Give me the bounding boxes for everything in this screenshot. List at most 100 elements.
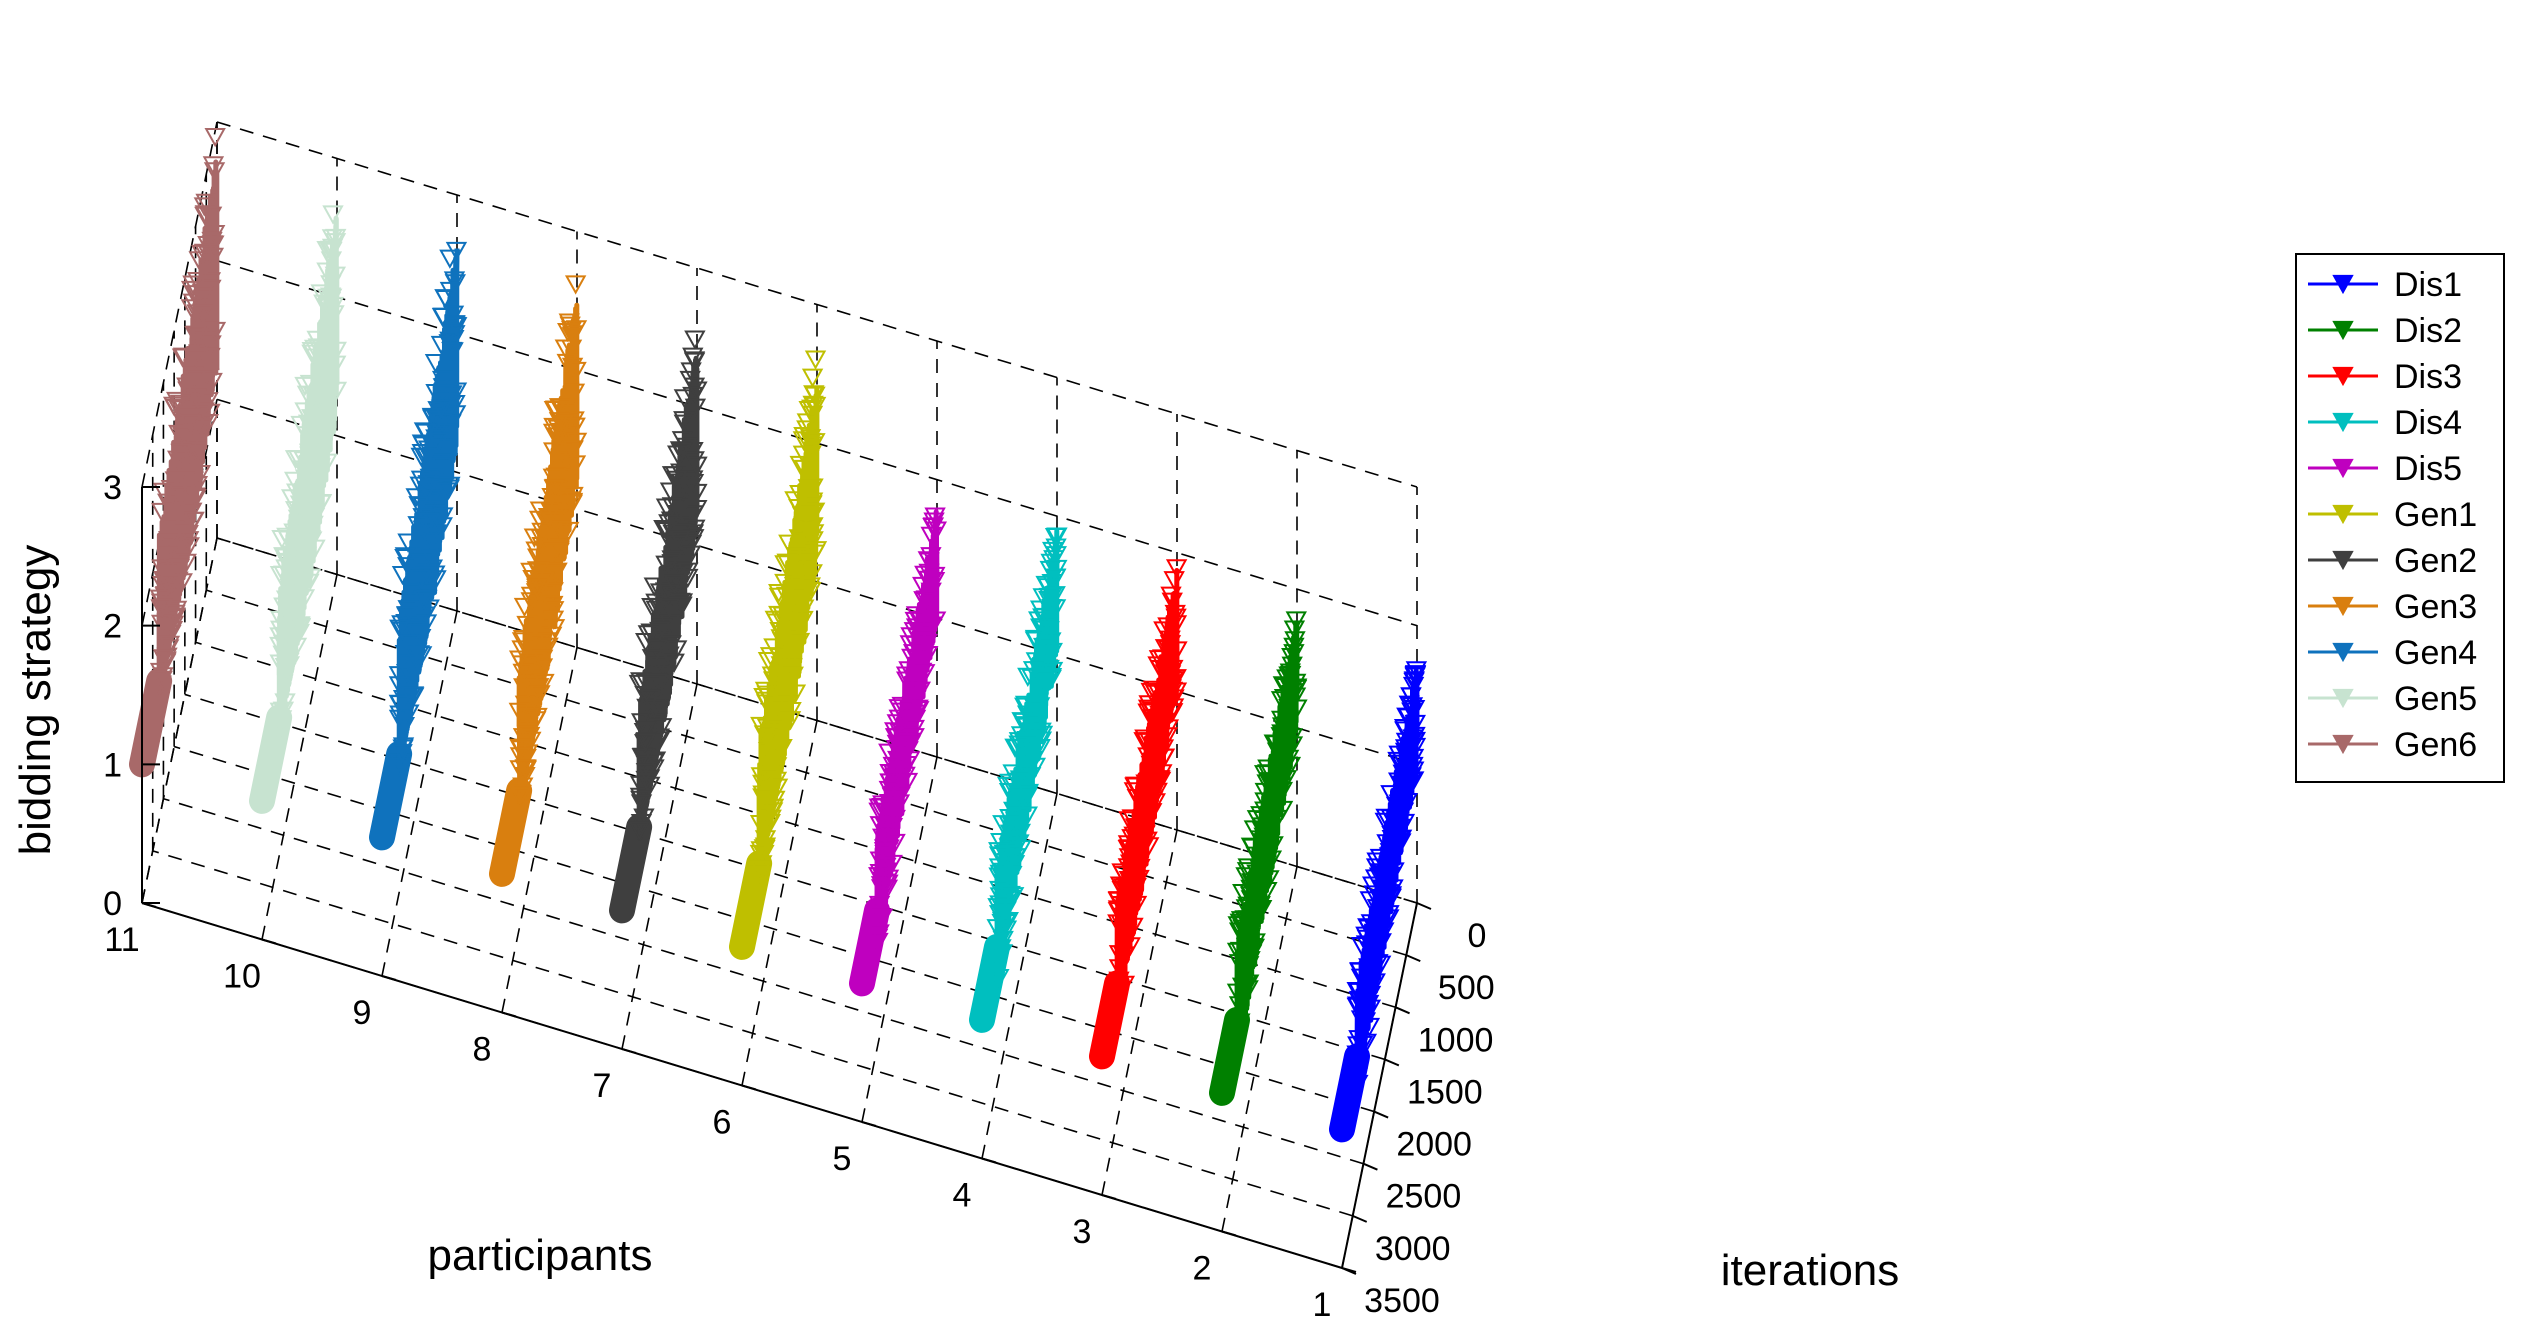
series-marker: [790, 587, 813, 607]
series-marker: [160, 625, 182, 645]
y-tick: [1384, 1058, 1400, 1067]
series-marker: [1122, 917, 1144, 938]
grid-line: [163, 797, 1364, 1165]
series-marker: [1283, 620, 1306, 640]
series-marker: [446, 317, 468, 337]
legend-label: Gen6: [2394, 726, 2477, 764]
series-marker: [289, 618, 312, 639]
series-marker: [671, 442, 693, 462]
series-marker: [884, 722, 906, 742]
series-marker: [639, 776, 661, 797]
series-marker: [683, 529, 705, 549]
legend-marker: [2332, 366, 2354, 387]
series-marker: [988, 842, 1010, 862]
series-marker: [416, 447, 438, 468]
series-marker: [562, 440, 584, 460]
series-marker: [881, 854, 903, 875]
series-marker: [1271, 781, 1294, 802]
series-marker: [528, 561, 550, 581]
series-marker: [306, 426, 328, 447]
x-tick-label: 6: [713, 1104, 732, 1142]
series-marker: [151, 598, 173, 619]
series-marker: [416, 481, 439, 501]
series-marker: [1124, 863, 1146, 883]
series-marker: [988, 846, 1011, 866]
series-marker: [325, 381, 348, 402]
series-marker: [1156, 694, 1178, 714]
series-marker: [658, 646, 680, 666]
legend-marker: [2332, 642, 2354, 663]
series-marker: [630, 790, 652, 810]
series-marker: [276, 647, 299, 667]
y-tick: [1416, 902, 1432, 910]
series-marker: [312, 414, 334, 434]
series-marker: [1277, 710, 1300, 730]
series-marker: [910, 611, 932, 631]
legend-item: Dis4: [2308, 404, 2462, 442]
series-marker: [1145, 712, 1168, 732]
y-tick-label: 3500: [1364, 1282, 1440, 1320]
series-marker: [562, 486, 584, 507]
series-marker: [1150, 660, 1172, 680]
series-marker: [514, 759, 536, 779]
series-marker: [423, 489, 445, 510]
series-marker: [764, 746, 786, 767]
series-marker: [766, 778, 789, 798]
series-marker: [545, 400, 567, 420]
series-marker: [1350, 936, 1373, 957]
series-marker: [269, 627, 291, 647]
series-marker: [538, 632, 560, 652]
series-marker: [554, 339, 577, 359]
y-tick-label: 3000: [1375, 1230, 1451, 1268]
series-marker: [1390, 829, 1413, 849]
series-marker: [195, 193, 217, 214]
series-marker: [1245, 846, 1267, 866]
series-marker: [1284, 687, 1307, 707]
x-axis-label: participants: [427, 1231, 652, 1280]
series-marker: [274, 693, 296, 713]
series-marker: [185, 439, 208, 459]
series-gen2: [609, 330, 708, 924]
legend-marker: [2332, 320, 2354, 341]
series-marker: [409, 569, 432, 589]
series-marker: [1281, 656, 1303, 676]
series-marker: [1347, 1036, 1369, 1056]
series-marker: [920, 526, 942, 547]
series-marker: [891, 765, 913, 785]
x-tick: [861, 1121, 877, 1127]
series-marker: [518, 679, 540, 699]
series-marker: [173, 459, 195, 480]
series-marker: [419, 468, 441, 488]
y-tick: [1373, 1110, 1389, 1119]
series-marker: [407, 623, 429, 644]
series-marker: [672, 481, 695, 502]
series-marker: [520, 592, 542, 612]
series-marker: [163, 520, 185, 541]
series-marker: [1015, 716, 1038, 736]
series-marker: [1284, 631, 1306, 651]
series-marker: [912, 576, 934, 597]
series-marker: [1279, 665, 1302, 686]
series-marker: [164, 399, 187, 419]
series-dis3: [1089, 559, 1188, 1070]
series-marker: [797, 551, 819, 572]
series-gen4: [369, 241, 468, 851]
series-marker: [1165, 559, 1188, 579]
series-marker: [778, 534, 800, 554]
series-marker: [783, 576, 806, 597]
legend-item: Dis2: [2308, 312, 2462, 350]
legend-label: Dis3: [2394, 358, 2462, 396]
series-marker: [918, 552, 940, 572]
series-marker: [151, 670, 173, 690]
series-marker: [796, 413, 819, 433]
series-marker: [439, 331, 461, 351]
series-marker: [1154, 661, 1176, 681]
series-marker: [298, 573, 320, 594]
series-marker: [991, 904, 1013, 924]
series-marker: [923, 512, 945, 532]
series-marker: [531, 649, 554, 669]
series-marker: [1394, 721, 1416, 741]
legend-label: Dis2: [2394, 312, 2462, 350]
legend-marker: [2332, 412, 2354, 433]
